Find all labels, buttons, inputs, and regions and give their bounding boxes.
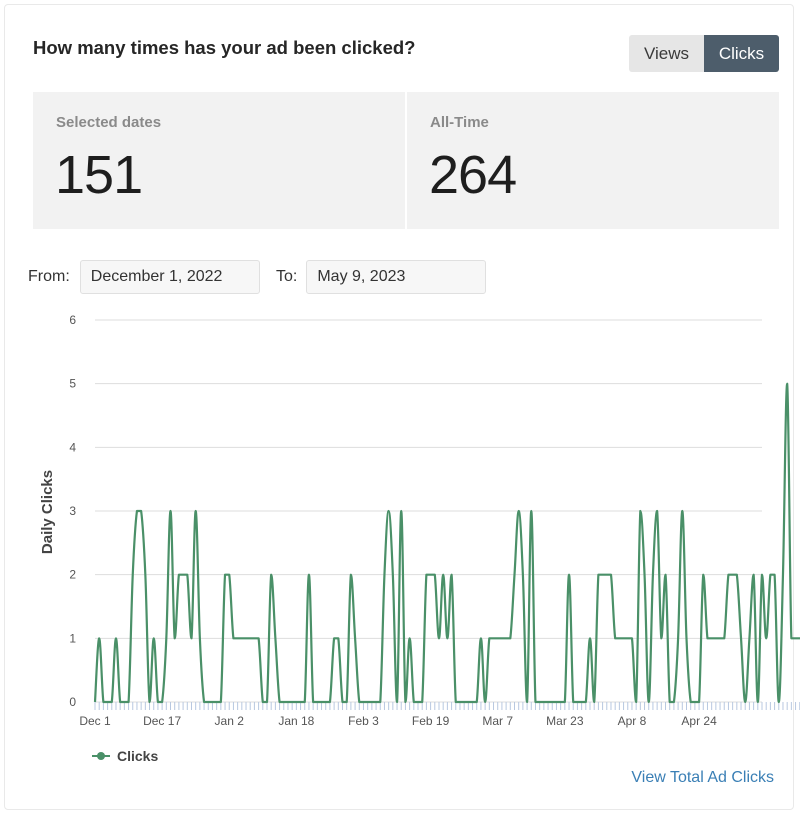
y-tick-label: 6 [69, 313, 76, 327]
views-clicks-toggle: Views Clicks [629, 35, 779, 72]
x-tick-label: Mar 23 [546, 714, 584, 728]
y-tick-label: 3 [69, 504, 76, 518]
selected-dates-value: 151 [55, 145, 143, 205]
y-axis-label: Daily Clicks [39, 470, 56, 554]
all-time-value: 264 [429, 145, 517, 205]
y-axis-ticks: 0 1 2 3 4 5 6 [69, 313, 76, 709]
to-label: To: [276, 268, 298, 285]
clicks-toggle-button[interactable]: Clicks [704, 35, 779, 72]
x-tick-label: Feb 19 [412, 714, 450, 728]
y-tick-label: 2 [69, 568, 76, 582]
x-axis-minor-ticks [94, 702, 800, 710]
y-tick-label: 4 [69, 440, 76, 454]
views-toggle-button[interactable]: Views [629, 35, 704, 72]
legend-line-marker-icon [92, 750, 110, 762]
x-tick-label: Dec 1 [79, 714, 111, 728]
x-tick-label: Jan 18 [278, 714, 314, 728]
legend-label: Clicks [117, 748, 159, 764]
y-tick-label: 1 [69, 631, 76, 645]
page-title: How many times has your ad been clicked? [33, 37, 416, 58]
from-date-input[interactable]: December 1, 2022 [79, 260, 260, 294]
selected-dates-label: Selected dates [56, 114, 162, 131]
stats-panel: Selected dates 151 All-Time 264 [33, 92, 779, 229]
daily-clicks-chart: 0 1 2 3 4 5 6 Dec 1 Dec 17 Jan 2 Jan 18 Feb 3 Feb 1… [39, 313, 800, 728]
x-tick-label: Apr 8 [618, 714, 647, 728]
chart-legend[interactable]: Clicks [92, 748, 158, 764]
from-range: From: December 1, 2022 [28, 259, 260, 295]
x-tick-label: Feb 3 [348, 714, 379, 728]
to-date-input[interactable]: May 9, 2023 [306, 260, 487, 294]
selected-dates-stat: Selected dates 151 [33, 92, 405, 229]
x-axis-ticks: Dec 1 Dec 17 Jan 2 Jan 18 Feb 3 Feb 19 Mar 7 Ma… [79, 714, 717, 728]
all-time-stat: All-Time 264 [407, 92, 779, 229]
y-tick-label: 0 [69, 695, 76, 709]
clicks-series-line [93, 382, 800, 704]
x-tick-label: Mar 7 [482, 714, 513, 728]
x-tick-label: Apr 24 [681, 714, 717, 728]
all-time-label: All-Time [430, 114, 489, 131]
x-tick-label: Dec 17 [143, 714, 181, 728]
from-label: From: [28, 268, 70, 285]
x-tick-label: Jan 2 [215, 714, 245, 728]
view-total-ad-clicks-link[interactable]: View Total Ad Clicks [631, 769, 774, 786]
y-tick-label: 5 [69, 377, 76, 391]
to-range: To: May 9, 2023 [276, 259, 487, 295]
